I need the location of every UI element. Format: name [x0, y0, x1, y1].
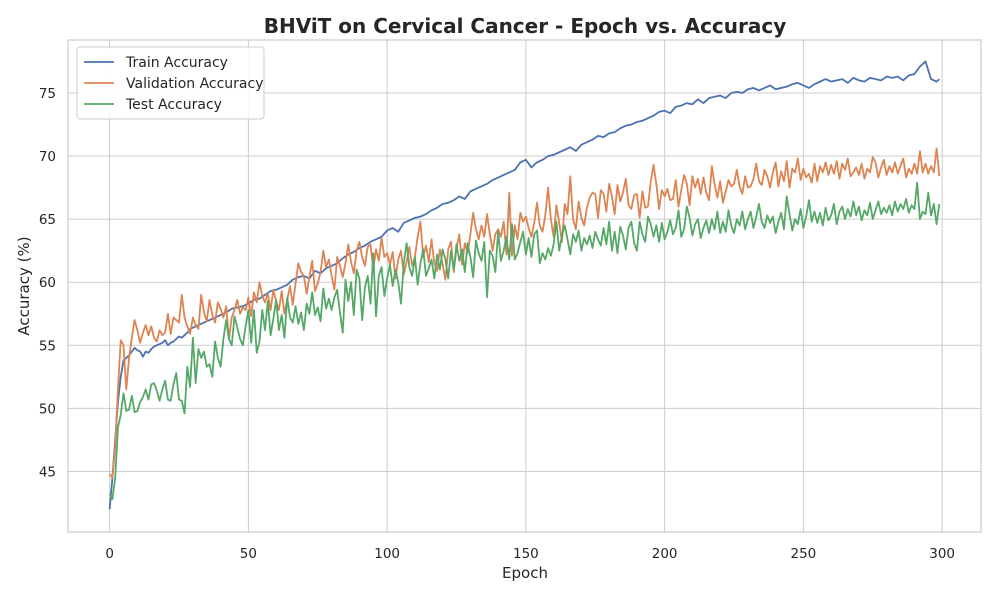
series-line-test — [108, 181, 941, 501]
y-tick-label: 50 — [39, 401, 56, 417]
x-tick-label: 100 — [374, 546, 400, 562]
y-tick-label: 75 — [39, 86, 56, 102]
series-layer — [108, 60, 941, 510]
y-axis-ticks: 45 50 55 60 65 70 75 — [39, 86, 56, 480]
y-tick-label: 55 — [39, 338, 56, 354]
x-tick-label: 200 — [652, 546, 678, 562]
x-tick-label: 250 — [791, 546, 817, 562]
plot-area — [67, 39, 982, 533]
series-line-train — [108, 60, 940, 510]
legend-label-validation: Validation Accuracy — [126, 76, 264, 92]
legend-label-train: Train Accuracy — [125, 55, 228, 71]
y-tick-label: 65 — [39, 212, 56, 228]
legend-box — [76, 46, 265, 120]
series-line-validation — [108, 147, 941, 479]
grid — [68, 40, 981, 532]
y-tick-label: 60 — [39, 275, 56, 291]
x-tick-label: 0 — [105, 546, 114, 562]
y-tick-label: 70 — [39, 149, 56, 165]
legend-label-test: Test Accuracy — [125, 97, 222, 113]
x-tick-label: 50 — [240, 546, 257, 562]
y-tick-label: 45 — [39, 464, 56, 480]
x-tick-label: 150 — [513, 546, 539, 562]
chart-title: BHViT on Cervical Cancer - Epoch vs. Acc… — [264, 14, 787, 38]
x-axis-label: Epoch — [502, 564, 548, 582]
x-axis-ticks: 0 50 100 150 200 250 300 — [105, 546, 955, 562]
y-axis-label: Accuracy (%) — [15, 236, 33, 335]
x-tick-label: 300 — [929, 546, 955, 562]
legend: Train Accuracy Validation Accuracy Test … — [76, 46, 265, 120]
